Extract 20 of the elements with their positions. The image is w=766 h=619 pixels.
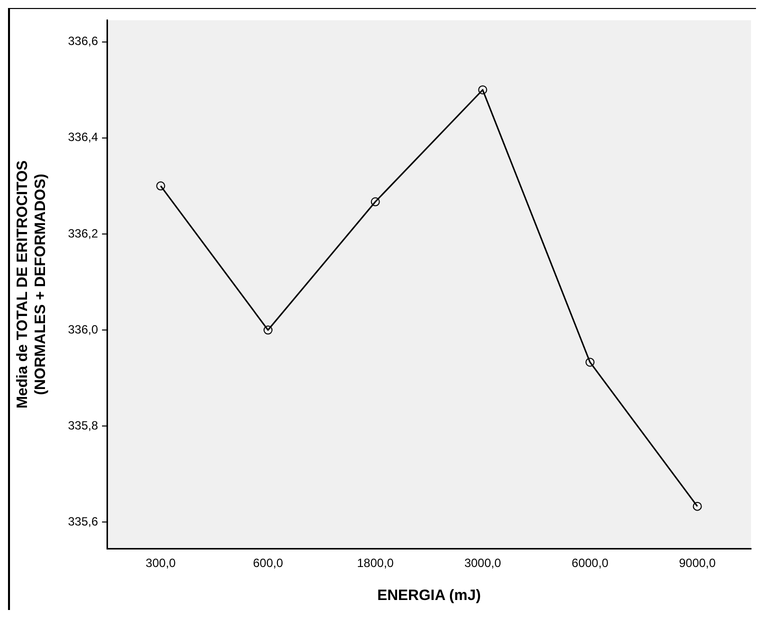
y-tick-label: 335,8	[68, 418, 98, 432]
y-tick-label: 335,6	[68, 514, 98, 528]
y-tick-label: 336,6	[68, 34, 98, 48]
x-tick-label: 1800,0	[357, 556, 394, 570]
x-tick-label: 3000,0	[464, 556, 502, 570]
y-axis-title: Media de TOTAL DE ERITROCITOS (NORMALES + DEFORMADOS)	[14, 160, 50, 408]
point	[692, 502, 702, 511]
x-axis-title: ENERGIA (mJ)	[377, 587, 481, 604]
x-tick-label: 9000,0	[678, 556, 716, 570]
y-tick-label: 336,0	[68, 322, 98, 336]
point	[156, 181, 166, 190]
point	[370, 197, 380, 206]
y-tick-label: 336,2	[68, 226, 98, 240]
y-tick-label: 336,4	[68, 130, 98, 144]
x-tick-label: 600,0	[253, 556, 284, 570]
point	[478, 85, 488, 94]
x-tick-label: 300,0	[146, 556, 176, 570]
x-tick-label: 6000,0	[572, 556, 609, 570]
point	[586, 358, 595, 367]
point	[264, 326, 273, 335]
